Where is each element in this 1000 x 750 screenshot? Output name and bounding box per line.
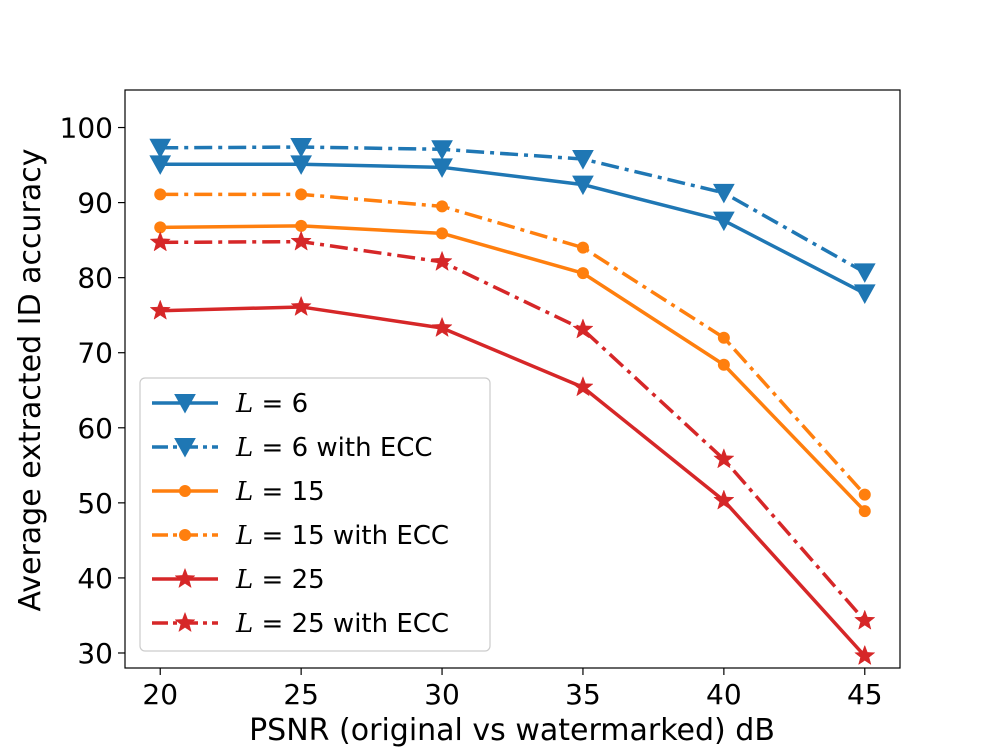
legend-marker bbox=[179, 485, 191, 497]
data-point bbox=[295, 188, 308, 201]
data-point bbox=[149, 231, 171, 252]
data-point bbox=[431, 140, 453, 160]
data-point bbox=[853, 284, 876, 304]
axes-frame bbox=[124, 89, 901, 669]
x-tick-label: 20 bbox=[142, 678, 178, 711]
legend-item: L = 6 bbox=[152, 389, 308, 419]
y-tick-label: 80 bbox=[77, 262, 113, 295]
y-tick-label: 60 bbox=[77, 412, 113, 445]
data-point bbox=[431, 250, 453, 271]
legend-item: L = 15 with ECC bbox=[152, 521, 449, 551]
legend-marker bbox=[179, 529, 191, 541]
series-l-6-with-ecc bbox=[149, 138, 876, 283]
y-tick-label: 90 bbox=[77, 187, 113, 220]
series-layer bbox=[149, 138, 876, 666]
data-point bbox=[436, 227, 449, 240]
y-tick-label: 30 bbox=[77, 637, 113, 670]
data-point bbox=[854, 644, 876, 666]
data-point bbox=[572, 318, 594, 339]
x-tick-label: 40 bbox=[706, 678, 742, 711]
legend-item: L = 15 bbox=[152, 477, 325, 507]
x-tick-label: 45 bbox=[847, 678, 883, 711]
legend-label: L = 15 bbox=[235, 477, 325, 507]
data-point bbox=[431, 316, 453, 338]
legend-label: L = 15 with ECC bbox=[235, 521, 449, 551]
series-l-15-with-ecc bbox=[154, 188, 871, 501]
x-axis-label: PSNR (original vs watermarked) dB bbox=[249, 713, 775, 748]
data-point bbox=[713, 211, 735, 232]
series-line bbox=[160, 239, 867, 622]
data-point bbox=[576, 241, 589, 254]
x-tick-label: 30 bbox=[424, 678, 460, 711]
x-tick-label: 35 bbox=[565, 678, 601, 711]
series-line bbox=[160, 192, 867, 496]
series-line bbox=[160, 145, 866, 274]
data-point bbox=[436, 200, 449, 213]
series-l-25 bbox=[149, 295, 876, 666]
series-l-15 bbox=[154, 219, 871, 518]
legend-label: L = 25 with ECC bbox=[235, 609, 449, 639]
x-tick-label: 25 bbox=[283, 678, 319, 711]
legend-marker bbox=[174, 438, 196, 458]
data-point bbox=[572, 150, 594, 170]
legend-marker bbox=[174, 567, 196, 589]
legend-item: L = 25 bbox=[152, 565, 325, 595]
legend-label: L = 25 bbox=[235, 565, 325, 595]
data-point bbox=[717, 358, 730, 371]
series-l-25-with-ecc bbox=[149, 230, 876, 630]
y-tick-label: 100 bbox=[60, 112, 113, 145]
data-point bbox=[149, 138, 172, 159]
data-point bbox=[572, 376, 594, 397]
y-tick-label: 40 bbox=[77, 562, 113, 595]
series-line bbox=[160, 305, 867, 658]
data-point bbox=[154, 221, 167, 234]
legend-item: L = 25 with ECC bbox=[152, 609, 449, 639]
series-line bbox=[160, 162, 866, 295]
data-point bbox=[290, 295, 312, 317]
data-point bbox=[290, 230, 312, 251]
data-point bbox=[290, 138, 312, 158]
data-point bbox=[572, 175, 594, 196]
data-point bbox=[858, 488, 871, 501]
y-axis-label: Average extracted ID accuracy bbox=[13, 148, 48, 611]
data-point bbox=[713, 489, 735, 510]
legend-item: L = 6 with ECC bbox=[152, 433, 433, 463]
legend-marker bbox=[174, 394, 196, 414]
data-point bbox=[853, 263, 876, 283]
data-point bbox=[295, 219, 308, 232]
data-point bbox=[576, 267, 589, 280]
data-point bbox=[149, 299, 171, 320]
y-tick-label: 70 bbox=[77, 337, 113, 370]
legend-box bbox=[139, 377, 491, 652]
legend: L = 6 L = 6 with ECC L = 15 L = 15 with ECC… bbox=[139, 377, 491, 652]
data-point bbox=[717, 331, 730, 344]
data-point bbox=[154, 188, 167, 201]
data-point bbox=[713, 183, 735, 204]
data-point bbox=[854, 609, 876, 630]
data-point bbox=[713, 448, 735, 469]
axes-layer: 20 25 30 35 40 45 30 40 50 60 70 80 90 100 bbox=[60, 89, 901, 711]
legend-label: L = 6 bbox=[235, 389, 308, 419]
data-point bbox=[858, 505, 871, 518]
legend-label: L = 6 with ECC bbox=[235, 433, 433, 463]
series-line bbox=[160, 224, 867, 513]
y-tick-label: 50 bbox=[77, 487, 113, 520]
legend-marker bbox=[174, 611, 196, 633]
